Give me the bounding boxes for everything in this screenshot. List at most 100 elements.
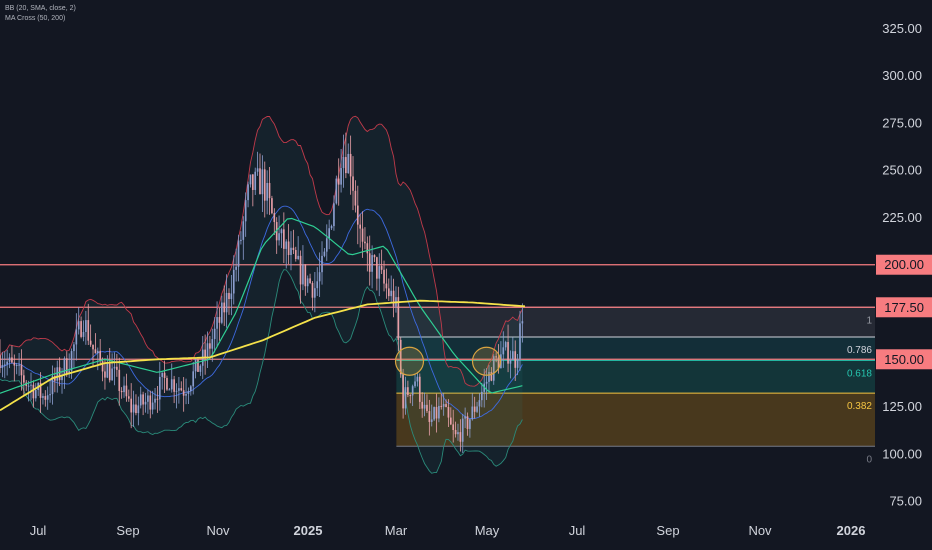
candle-body: [187, 391, 190, 395]
candle-body: [180, 388, 183, 391]
candle-body: [318, 272, 321, 282]
highlight-circles: [394, 346, 502, 376]
price-label-bg: [876, 254, 932, 275]
candle-body: [11, 357, 13, 363]
candle-body: [330, 226, 333, 229]
candle-body: [197, 359, 199, 372]
candle-body: [323, 251, 326, 256]
candle-body: [271, 198, 273, 214]
candle-body: [352, 176, 354, 191]
candle-body: [397, 297, 400, 340]
candle-body: [232, 269, 235, 294]
fib-label-4: 0: [866, 454, 872, 465]
candle-body: [430, 419, 433, 422]
price-label-bg: [876, 349, 932, 370]
candle-body: [256, 168, 259, 172]
candle-body: [438, 405, 440, 419]
candle-body: [316, 281, 319, 289]
candle-body: [459, 432, 462, 442]
candle-body: [1, 365, 4, 368]
x-tick-label: Mar: [385, 523, 408, 538]
candle-body: [452, 424, 455, 430]
candle-body: [261, 169, 264, 195]
y-tick-label: 125.00: [882, 399, 922, 414]
candle-body: [266, 182, 268, 201]
candle-body: [354, 190, 357, 206]
candle-body: [130, 398, 133, 413]
candle-body: [325, 238, 328, 252]
candle-body: [137, 405, 140, 414]
candle-body: [170, 379, 173, 390]
candle-body: [287, 241, 290, 256]
candle-body: [328, 228, 330, 239]
candle-body: [123, 385, 125, 393]
candle-body: [509, 359, 512, 364]
candle-body: [49, 394, 51, 396]
candle-body: [163, 372, 166, 378]
candle-body: [242, 221, 245, 240]
candle-body: [206, 343, 209, 358]
candle-body: [92, 344, 94, 350]
candle-body: [27, 385, 30, 387]
candle-body: [178, 388, 180, 391]
candle-body: [135, 404, 137, 414]
candle-body: [378, 266, 381, 279]
candle-body: [304, 264, 307, 287]
candle-body: [454, 429, 457, 435]
candle-body: [254, 171, 257, 190]
price-label-bg: [876, 297, 932, 318]
candle-body: [151, 402, 154, 410]
candle-body: [61, 374, 63, 381]
candle-body: [168, 389, 171, 391]
candle-body: [20, 364, 23, 376]
candle-body: [449, 417, 452, 425]
candle-body: [194, 359, 197, 372]
fib-label-2: 0.618: [847, 368, 872, 379]
candle-body: [158, 376, 161, 400]
candle-body: [447, 406, 450, 418]
candle-body: [497, 357, 500, 369]
fib-label-3: 0.382: [847, 401, 872, 412]
candle-body: [161, 372, 164, 377]
candle-body: [104, 371, 106, 378]
candle-body: [507, 342, 509, 364]
candle-body: [376, 257, 378, 279]
legend-ma-cross[interactable]: MA Cross (50, 200): [5, 15, 66, 22]
candle-body: [342, 157, 345, 169]
price-label: 150.00: [884, 352, 924, 367]
candle-body: [440, 405, 443, 407]
candle-body: [116, 366, 118, 370]
legend-bb[interactable]: BB (20, SMA, close, 2): [5, 5, 76, 12]
candle-body: [418, 376, 421, 402]
candle-body: [154, 398, 156, 403]
candle-body: [521, 321, 524, 324]
candle-body: [306, 278, 309, 287]
candle-body: [185, 394, 187, 396]
candle-body: [399, 339, 402, 375]
candle-body: [356, 205, 359, 225]
candle-body: [63, 358, 66, 375]
candle-body: [142, 394, 144, 405]
candle-body: [204, 349, 206, 358]
x-tick-label: May: [475, 523, 500, 538]
candle-body: [480, 391, 483, 401]
time-axis[interactable]: Jul Sep Nov 2025 Mar May Jul Sep Nov 2026: [30, 523, 866, 538]
candle-body: [182, 390, 185, 396]
candle-body: [466, 416, 469, 429]
candle-body: [457, 432, 459, 435]
candlesticks: [0, 132, 524, 453]
candle-body: [402, 374, 404, 409]
bollinger-bands: [0, 115, 523, 474]
candle-body: [23, 375, 25, 383]
candle-body: [120, 390, 123, 393]
candle-body: [373, 255, 376, 258]
price-axis[interactable]: 325.00 300.00 275.00 250.00 225.00 200.00 177.…: [876, 21, 932, 509]
candle-body: [385, 283, 388, 289]
candle-body: [478, 400, 481, 407]
candle-body: [230, 293, 233, 300]
candle-body: [407, 387, 409, 396]
candle-body: [44, 396, 47, 400]
fib-label-0: 1: [866, 315, 872, 326]
